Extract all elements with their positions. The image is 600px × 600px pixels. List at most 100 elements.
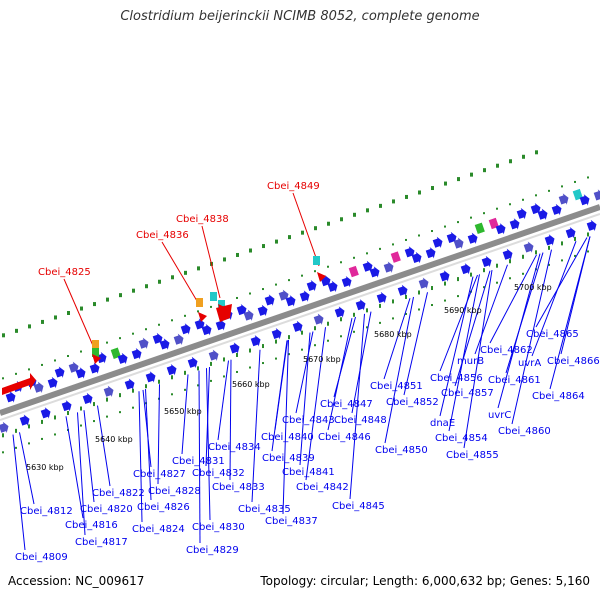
gene-feature[interactable] bbox=[460, 262, 472, 276]
gene-label[interactable]: Cbei_4826 bbox=[137, 502, 190, 513]
gene-label[interactable]: Cbei_4866 bbox=[547, 356, 600, 367]
gene-feature[interactable] bbox=[418, 276, 430, 290]
gene-feature[interactable] bbox=[551, 203, 563, 217]
gene-label[interactable]: Cbei_4839 bbox=[262, 453, 315, 464]
gene-feature[interactable] bbox=[565, 226, 577, 240]
gene-label[interactable]: Cbei_4848 bbox=[334, 415, 387, 426]
gene-feature[interactable] bbox=[586, 219, 598, 233]
gene-feature[interactable] bbox=[425, 246, 437, 260]
gene-feature[interactable] bbox=[271, 327, 283, 341]
gene-feature[interactable] bbox=[257, 303, 269, 317]
gene-feature[interactable] bbox=[369, 265, 381, 279]
gene-label[interactable]: Cbei_4842 bbox=[296, 482, 349, 493]
gene-box[interactable] bbox=[313, 256, 320, 265]
gene-label[interactable]: Cbei_4855 bbox=[446, 450, 499, 461]
gene-label[interactable]: Cbei_4864 bbox=[532, 391, 585, 402]
gene-feature[interactable] bbox=[593, 188, 600, 202]
highlighted-gene-label[interactable]: Cbei_4838 bbox=[176, 214, 229, 225]
gene-feature[interactable] bbox=[68, 360, 80, 374]
gene-label[interactable]: Cbei_4829 bbox=[186, 545, 239, 556]
gene-feature[interactable] bbox=[82, 392, 94, 406]
gene-feature[interactable] bbox=[579, 193, 591, 207]
gene-feature[interactable] bbox=[306, 279, 318, 293]
gene-feature[interactable] bbox=[19, 413, 31, 427]
gene-feature[interactable] bbox=[250, 334, 262, 348]
gene-label[interactable]: Cbei_4860 bbox=[498, 426, 551, 437]
gene-label[interactable]: Cbei_4852 bbox=[386, 397, 439, 408]
gene-label[interactable]: dnaE bbox=[430, 418, 455, 429]
gene-feature[interactable] bbox=[159, 337, 171, 351]
gene-feature[interactable] bbox=[502, 247, 514, 261]
gene-label[interactable]: Cbei_4837 bbox=[265, 516, 318, 527]
gene-label[interactable]: Cbei_4832 bbox=[192, 468, 245, 479]
gene-label[interactable]: Cbei_4824 bbox=[132, 524, 185, 535]
gene-label[interactable]: Cbei_4845 bbox=[332, 501, 385, 512]
gene-feature[interactable] bbox=[453, 236, 465, 250]
gene-feature[interactable] bbox=[145, 370, 157, 384]
gene-feature[interactable] bbox=[509, 217, 521, 231]
gene-label[interactable]: uvrC bbox=[488, 410, 511, 421]
gene-label[interactable]: Cbei_4820 bbox=[80, 504, 133, 515]
gene-label[interactable]: Cbei_4854 bbox=[435, 433, 488, 444]
highlighted-gene-label[interactable]: Cbei_4849 bbox=[267, 181, 320, 192]
gene-feature[interactable] bbox=[278, 288, 290, 302]
gene-feature[interactable] bbox=[47, 376, 59, 390]
gene-feature[interactable] bbox=[131, 347, 143, 361]
gene-feature[interactable] bbox=[117, 352, 129, 366]
gene-feature[interactable] bbox=[348, 265, 360, 278]
gene-label[interactable]: Cbei_4822 bbox=[92, 488, 145, 499]
gene-feature[interactable] bbox=[432, 235, 444, 249]
gene-label[interactable]: Cbei_4850 bbox=[375, 445, 428, 456]
gene-feature[interactable] bbox=[0, 420, 10, 434]
gene-label[interactable]: Cbei_4831 bbox=[172, 456, 225, 467]
gene-feature[interactable] bbox=[474, 221, 486, 235]
gene-feature[interactable] bbox=[362, 259, 374, 273]
gene-box[interactable] bbox=[196, 298, 203, 307]
gene-label[interactable]: Cbei_4840 bbox=[261, 432, 314, 443]
gene-feature[interactable] bbox=[173, 332, 185, 346]
gene-feature[interactable] bbox=[299, 289, 311, 303]
gene-feature[interactable] bbox=[383, 260, 395, 274]
gene-feature[interactable] bbox=[96, 351, 108, 365]
gene-label[interactable]: Cbei_4834 bbox=[208, 442, 261, 453]
highlighted-gene-block[interactable] bbox=[216, 304, 232, 322]
gene-label[interactable]: Cbei_4861 bbox=[488, 375, 541, 386]
gene-feature[interactable] bbox=[404, 245, 416, 259]
gene-feature[interactable] bbox=[558, 192, 570, 206]
gene-label[interactable]: Cbei_4812 bbox=[20, 506, 73, 517]
gene-feature[interactable] bbox=[481, 255, 493, 269]
gene-label[interactable]: Cbei_4830 bbox=[192, 522, 245, 533]
gene-feature[interactable] bbox=[467, 231, 479, 245]
gene-feature[interactable] bbox=[103, 384, 115, 398]
gene-feature[interactable] bbox=[411, 251, 423, 265]
gene-label[interactable]: Cbei_4841 bbox=[282, 467, 335, 478]
gene-feature[interactable] bbox=[537, 207, 549, 221]
gene-label[interactable]: Cbei_4862 bbox=[480, 345, 533, 356]
gene-feature[interactable] bbox=[264, 293, 276, 307]
gene-label[interactable]: Cbei_4843 bbox=[282, 415, 335, 426]
gene-feature[interactable] bbox=[243, 308, 255, 322]
gene-box[interactable] bbox=[92, 348, 99, 357]
gene-label[interactable]: Cbei_4809 bbox=[15, 552, 68, 563]
highlighted-gene-block[interactable] bbox=[2, 373, 36, 395]
gene-feature[interactable] bbox=[201, 323, 213, 337]
gene-feature[interactable] bbox=[5, 390, 17, 404]
gene-feature[interactable] bbox=[187, 356, 199, 370]
gene-label[interactable]: Cbei_4828 bbox=[148, 486, 201, 497]
gene-feature[interactable] bbox=[236, 303, 248, 317]
gene-feature[interactable] bbox=[33, 380, 45, 394]
gene-feature[interactable] bbox=[285, 294, 297, 308]
gene-feature[interactable] bbox=[229, 341, 241, 355]
gene-label[interactable]: Cbei_4835 bbox=[238, 504, 291, 515]
gene-feature[interactable] bbox=[523, 240, 535, 254]
gene-feature[interactable] bbox=[89, 361, 101, 375]
gene-feature[interactable] bbox=[180, 322, 192, 336]
gene-box[interactable] bbox=[210, 292, 217, 301]
gene-label[interactable]: Cbei_4846 bbox=[318, 432, 371, 443]
gene-feature[interactable] bbox=[439, 269, 451, 283]
gene-label[interactable]: Cbei_4817 bbox=[75, 537, 128, 548]
gene-feature[interactable] bbox=[530, 202, 542, 216]
gene-feature[interactable] bbox=[516, 207, 528, 221]
gene-label[interactable]: Cbei_4833 bbox=[212, 482, 265, 493]
gene-label[interactable]: Cbei_4865 bbox=[526, 329, 579, 340]
